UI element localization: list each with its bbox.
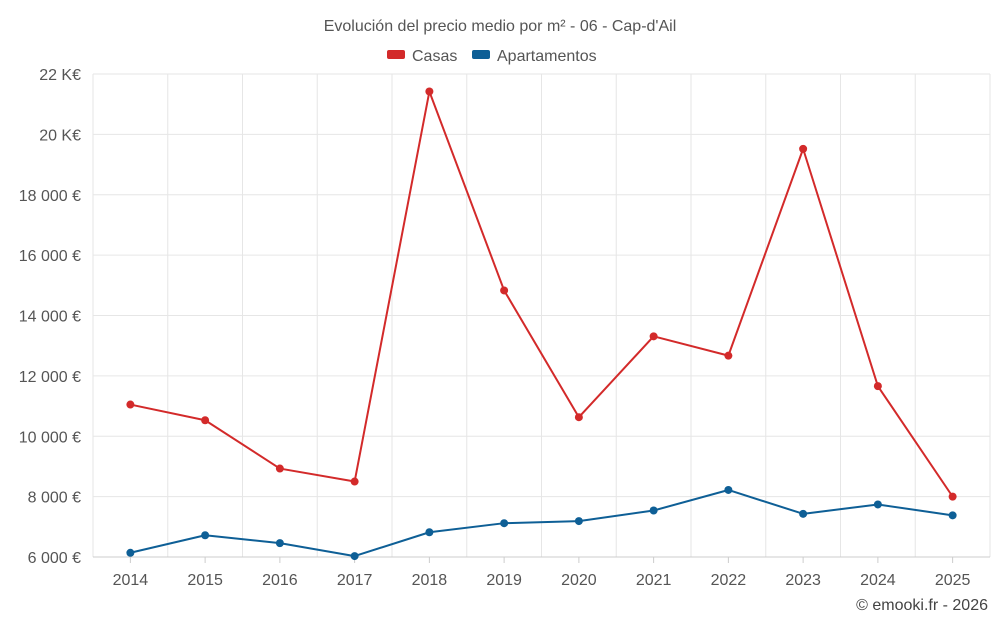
x-tick-label: 2014	[113, 572, 149, 589]
y-tick-label: 14 000 €	[19, 309, 81, 326]
y-tick-label: 6 000 €	[28, 550, 81, 567]
credit-text: © emooki.fr - 2026	[856, 597, 988, 614]
data-point-casas-2024[interactable]	[873, 382, 882, 391]
y-tick-label: 18 000 €	[19, 188, 81, 205]
data-point-apartamentos-2021[interactable]	[649, 506, 658, 515]
x-tick-label: 2019	[486, 572, 522, 589]
y-tick-label: 12 000 €	[19, 369, 81, 386]
series-line-casas	[130, 90, 954, 498]
data-point-casas-2018[interactable]	[425, 87, 434, 96]
data-point-apartamentos-2019[interactable]	[500, 519, 509, 528]
x-tick-label: 2020	[561, 572, 597, 589]
x-tick-label: 2022	[711, 572, 747, 589]
x-axis: 2014 2015 2016 2017 2018 2019 2020 2021 2022 2023…	[93, 556, 990, 589]
data-point-apartamentos-2018[interactable]	[425, 528, 434, 537]
data-point-casas-2021[interactable]	[649, 332, 658, 341]
data-point-casas-2022[interactable]	[724, 351, 733, 360]
data-point-casas-2014[interactable]	[126, 400, 135, 409]
grid	[92, 73, 991, 558]
x-tick-label: 2021	[636, 572, 672, 589]
legend-item-casas[interactable]: Casas	[387, 48, 457, 65]
x-tick-label: 2018	[412, 572, 448, 589]
data-point-casas-2023[interactable]	[799, 144, 808, 153]
x-tick-label: 2016	[262, 572, 298, 589]
y-tick-label: 8 000 €	[28, 490, 81, 507]
legend-label-casas: Casas	[412, 48, 457, 65]
legend: Casas Apartamentos	[387, 48, 597, 65]
data-point-apartamentos-2023[interactable]	[799, 509, 808, 518]
data-point-apartamentos-2014[interactable]	[126, 548, 135, 557]
y-tick-label: 22 K€	[39, 67, 81, 84]
legend-label-apartamentos: Apartamentos	[497, 48, 597, 65]
x-tick-label: 2025	[935, 572, 971, 589]
data-point-casas-2017[interactable]	[350, 477, 359, 486]
data-point-apartamentos-2025[interactable]	[948, 511, 957, 520]
y-tick-label: 16 000 €	[19, 248, 81, 265]
y-tick-label: 10 000 €	[19, 429, 81, 446]
legend-swatch-casas	[387, 50, 405, 59]
x-tick-label: 2015	[187, 572, 223, 589]
data-point-apartamentos-2022[interactable]	[724, 485, 733, 494]
data-point-casas-2019[interactable]	[500, 286, 509, 295]
x-tick-label: 2017	[337, 572, 373, 589]
x-tick-label: 2023	[785, 572, 821, 589]
data-point-apartamentos-2015[interactable]	[201, 531, 210, 540]
x-tick-label: 2024	[860, 572, 896, 589]
data-point-casas-2015[interactable]	[201, 416, 210, 425]
data-point-casas-2020[interactable]	[574, 413, 583, 422]
data-point-apartamentos-2017[interactable]	[350, 552, 359, 561]
chart-title: Evolución del precio medio por m² - 06 -…	[324, 18, 677, 35]
data-point-casas-2016[interactable]	[275, 464, 284, 473]
data-point-apartamentos-2016[interactable]	[275, 539, 284, 548]
series	[126, 87, 957, 561]
series-casas	[126, 87, 957, 501]
data-point-apartamentos-2024[interactable]	[873, 500, 882, 509]
series-apartamentos	[126, 485, 957, 561]
series-line-apartamentos	[130, 488, 953, 558]
legend-swatch-apartamentos	[472, 50, 490, 59]
data-point-apartamentos-2020[interactable]	[574, 517, 583, 526]
y-axis: 6 000 € 8 000 € 10 000 € 12 000 € 14 000 € 16…	[19, 67, 81, 567]
legend-item-apartamentos[interactable]: Apartamentos	[472, 48, 597, 65]
data-point-casas-2025[interactable]	[948, 492, 957, 501]
y-tick-label: 20 K€	[39, 127, 81, 144]
